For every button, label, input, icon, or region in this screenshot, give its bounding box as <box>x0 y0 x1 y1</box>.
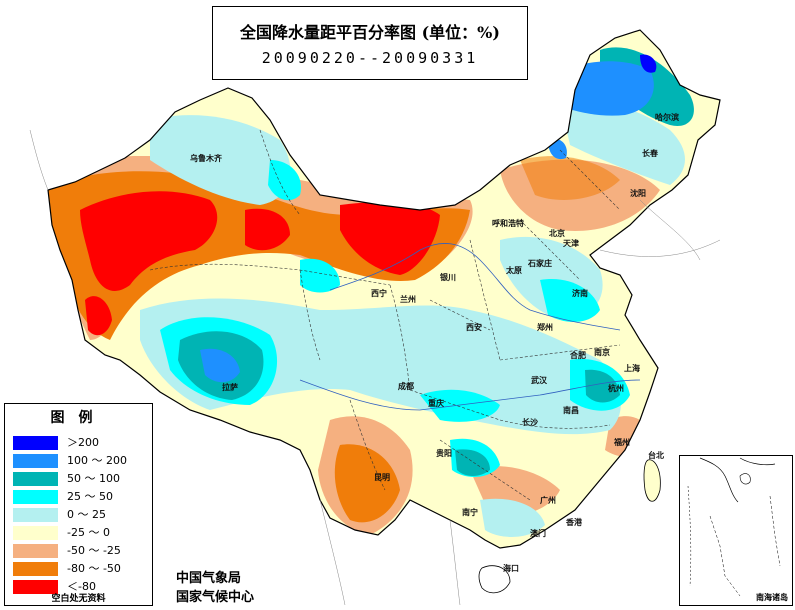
legend-swatch-m50-m25 <box>13 544 58 558</box>
legend-swatch-100-200 <box>13 454 58 468</box>
legend-label-0-25: 0 ～ 25 <box>67 508 106 521</box>
city-jinan: 济南 <box>572 289 588 298</box>
legend-swatch-m25-0 <box>13 526 58 540</box>
city-aomen: 澳门 <box>530 529 546 538</box>
city-shenyang: 沈阳 <box>630 189 646 198</box>
city-nanjing: 南京 <box>594 348 610 357</box>
city-lhasa: 拉萨 <box>222 383 238 392</box>
country-border <box>47 29 721 549</box>
legend-note: 空白处无资料 <box>51 594 106 604</box>
neighbor-borders <box>29 129 721 606</box>
legend-label-50-100: 50 ～ 100 <box>67 472 120 485</box>
city-nanning: 南宁 <box>462 508 478 517</box>
city-fuzhou: 福州 <box>614 438 630 447</box>
city-taibei: 台北 <box>648 451 664 460</box>
legend-label-m25-0: -25 ～ 0 <box>67 526 110 539</box>
agency-name-ncc: 国家气候中心 <box>176 590 255 605</box>
agency-name-cma: 中国气象局 <box>176 571 242 586</box>
city-harbin: 哈尔滨 <box>655 113 679 122</box>
city-taiyuan: 太原 <box>506 266 522 275</box>
city-guiyang: 贵阳 <box>436 449 452 458</box>
province-borders <box>149 129 621 501</box>
legend-swatch-gt200 <box>13 436 58 450</box>
city-hangzhou: 杭州 <box>608 384 624 393</box>
legend-swatch-25-50 <box>13 490 58 504</box>
legend-swatch-0-25 <box>13 508 58 522</box>
legend-swatch-50-100 <box>13 472 58 486</box>
city-yinchuan: 银川 <box>440 273 456 282</box>
city-wuhan: 武汉 <box>531 376 547 385</box>
legend-label-m50-m25: -50 ～ -25 <box>67 544 121 557</box>
rivers <box>299 243 641 411</box>
city-shijiazhuang: 石家庄 <box>528 259 552 268</box>
legend-label-m80-m50: -80 ～ -50 <box>67 562 121 575</box>
city-beijing: 北京 <box>549 229 565 238</box>
legend-label-100-200: 100 ～ 200 <box>67 454 127 467</box>
legend-label-lt-m80: ＜-80 <box>67 580 96 593</box>
city-tianjin: 天津 <box>563 239 579 248</box>
city-chongqing: 重庆 <box>428 399 444 408</box>
city-chengdu: 成都 <box>398 382 414 391</box>
city-urumqi: 乌鲁木齐 <box>190 154 222 163</box>
inset-map <box>687 457 781 597</box>
city-changsha: 长沙 <box>522 418 538 427</box>
city-hohhot: 呼和浩特 <box>492 219 524 228</box>
inset-label: 南海诸岛 <box>756 593 788 602</box>
map-period: 20090220--20090331 <box>261 49 479 67</box>
city-xining: 西宁 <box>371 289 387 298</box>
city-kunming: 昆明 <box>374 473 390 482</box>
city-shanghai: 上海 <box>624 364 640 373</box>
city-nanchang: 南昌 <box>563 406 579 415</box>
city-zhengzhou: 郑州 <box>537 323 553 332</box>
map-title: 全国降水量距平百分率图 (单位：%) <box>240 23 500 42</box>
taiwan-shape <box>643 459 661 502</box>
legend-label-25-50: 25 ～ 50 <box>67 490 113 503</box>
city-guangzhou: 广州 <box>540 496 556 505</box>
south-china-sea-inset: 南海诸岛 <box>679 455 793 606</box>
legend-swatch-m80-m50 <box>13 562 58 576</box>
city-hefei: 合肥 <box>570 351 586 360</box>
city-lanzhou: 兰州 <box>400 295 416 304</box>
title-box: 全国降水量距平百分率图 (单位：%) 20090220--20090331 <box>212 6 528 80</box>
city-xian: 西安 <box>466 323 482 332</box>
legend: 图例 ＞200 100 ～ 200 50 ～ 100 25 ～ 50 0 ～ 2… <box>4 403 153 606</box>
city-hongkong: 香港 <box>566 518 582 527</box>
city-haikou: 海口 <box>503 564 519 573</box>
city-changchun: 长春 <box>642 149 658 158</box>
legend-label-gt200: ＞200 <box>67 436 99 449</box>
hainan-shape <box>478 565 511 594</box>
legend-swatch-lt-m80 <box>13 580 58 594</box>
legend-title: 图例 <box>50 410 107 426</box>
